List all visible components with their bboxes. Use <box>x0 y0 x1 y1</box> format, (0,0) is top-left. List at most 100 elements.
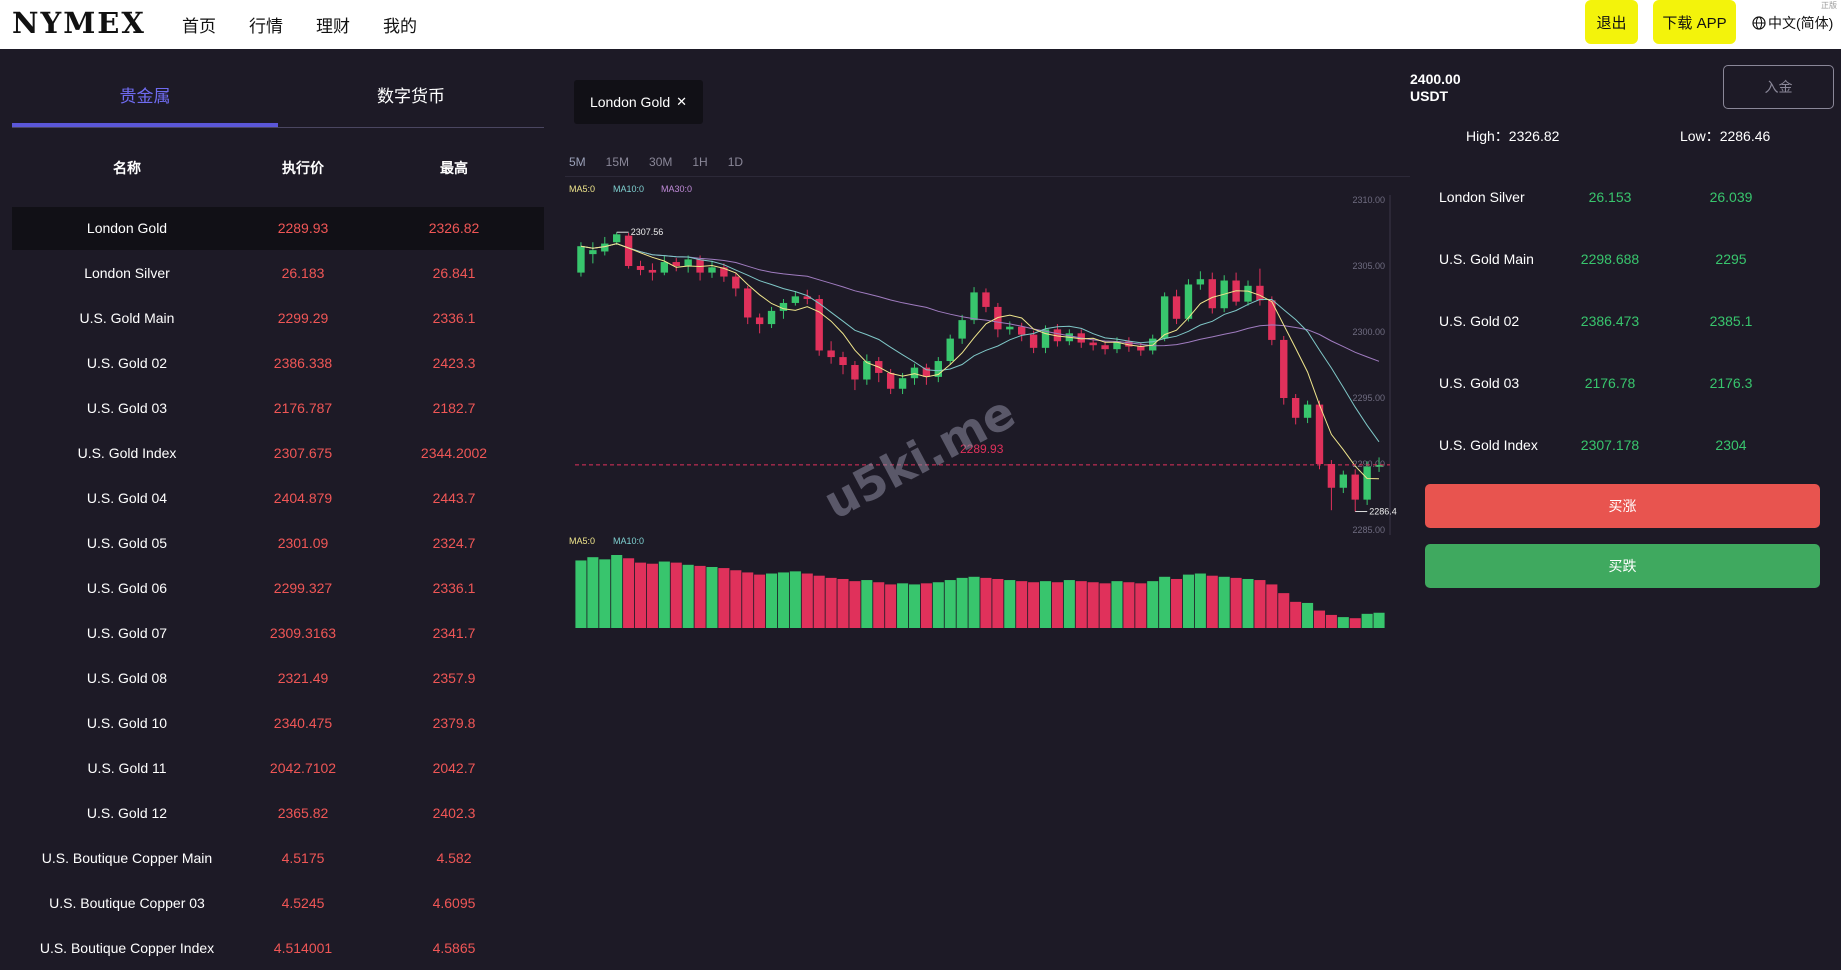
market-row[interactable]: U.S. Gold 05 2301.09 2324.7 <box>12 522 544 565</box>
related-row-value-b: 26.039 <box>1709 189 1753 205</box>
period-1h[interactable]: 1H <box>692 155 708 169</box>
market-row-price: 2289.93 <box>277 220 329 236</box>
market-row[interactable]: U.S. Gold 08 2321.49 2357.9 <box>12 657 544 700</box>
related-row[interactable]: U.S. Gold Main 2298.688 2295 <box>1425 240 1825 280</box>
volume-bar <box>1135 583 1147 628</box>
market-row-high: 2324.7 <box>432 535 476 551</box>
candle-body <box>1208 279 1216 309</box>
market-row[interactable]: U.S. Gold Index 2307.675 2344.2002 <box>12 432 544 475</box>
market-row[interactable]: U.S. Gold 04 2404.879 2443.7 <box>12 477 544 520</box>
language-selector[interactable]: 中文(简体) <box>1752 13 1833 33</box>
market-row-price: 2307.675 <box>273 445 333 461</box>
volume-bar <box>1218 576 1230 628</box>
symbol-tab-label: London Gold <box>589 94 671 110</box>
volume-bar <box>1361 613 1373 628</box>
market-row[interactable]: U.S. Boutique Copper Index 4.514001 4.5865 <box>12 927 544 970</box>
period-30m[interactable]: 30M <box>649 155 673 169</box>
volume-bar <box>611 555 623 628</box>
market-row-high: 2042.7 <box>432 760 476 776</box>
market-row[interactable]: U.S. Gold 10 2340.475 2379.8 <box>12 702 544 745</box>
related-row-value-a: 26.153 <box>1588 189 1632 205</box>
volume-bar <box>1373 612 1385 628</box>
volume-bar <box>777 572 789 628</box>
market-row-price: 26.183 <box>281 265 325 281</box>
candle-body <box>744 288 752 318</box>
current-price-label: 2289.93 <box>960 442 1004 456</box>
vol-ma10-label: MA10:0 <box>613 536 645 546</box>
volume-bar <box>1254 580 1266 628</box>
candle-body <box>1351 474 1359 500</box>
period-1d[interactable]: 1D <box>727 155 744 169</box>
volume-bar <box>992 578 1004 628</box>
volume-bar <box>1051 582 1063 628</box>
buy-up-button[interactable]: 买涨 <box>1425 484 1820 528</box>
market-row[interactable]: U.S. Gold 03 2176.787 2182.7 <box>12 387 544 430</box>
min-price-label: 2286.4 <box>1369 507 1397 517</box>
nav-home[interactable]: 首页 <box>182 17 216 36</box>
candle-body <box>1101 345 1109 350</box>
y-tick-label: 2305.00 <box>1352 261 1385 271</box>
y-tick-label: 2295.00 <box>1352 393 1385 403</box>
kline-chart[interactable]: 2310.00 2305.00 2300.00 2295.00 2290.00 2285.… <box>565 180 1410 640</box>
chart-top-divider <box>565 176 1410 177</box>
market-row[interactable]: U.S. Boutique Copper 03 4.5245 4.6095 <box>12 882 544 925</box>
market-row-name: U.S. Boutique Copper Index <box>39 940 215 956</box>
candle-body <box>851 365 859 380</box>
tab-precious-metals[interactable]: 贵金属 <box>119 87 171 106</box>
volume-bar <box>885 584 897 628</box>
y-tick-label: 2290.00 <box>1352 459 1385 469</box>
volume-bar <box>932 582 944 628</box>
related-row-value-b: 2295 <box>1715 251 1747 267</box>
related-row[interactable]: U.S. Gold 02 2386.473 2385.1 <box>1425 302 1825 342</box>
candle-body <box>672 262 680 266</box>
candle-body <box>720 267 728 277</box>
related-row[interactable]: U.S. Gold 03 2176.78 2176.3 <box>1425 364 1825 404</box>
nav-finance[interactable]: 理财 <box>316 17 350 36</box>
globe-icon <box>1752 16 1766 30</box>
market-row-name: London Gold <box>86 220 168 236</box>
deposit-button[interactable]: 入金 <box>1723 65 1834 109</box>
market-row-price: 2404.879 <box>273 490 333 506</box>
candle-body <box>1089 342 1097 346</box>
market-row-name: U.S. Gold 05 <box>86 535 168 551</box>
candle-body <box>994 306 1002 330</box>
related-row-value-b: 2176.3 <box>1709 375 1753 391</box>
logout-button[interactable]: 退出 <box>1585 0 1638 44</box>
related-row[interactable]: U.S. Gold Index 2307.178 2304 <box>1425 426 1825 466</box>
nav-mine[interactable]: 我的 <box>383 17 417 36</box>
nymex-logo[interactable]: NYMEX <box>12 6 146 40</box>
market-row-high: 2341.7 <box>432 625 476 641</box>
market-row[interactable]: U.S. Gold 07 2309.3163 2341.7 <box>12 612 544 655</box>
market-row[interactable]: U.S. Boutique Copper Main 4.5175 4.582 <box>12 837 544 880</box>
period-5m[interactable]: 5M <box>569 155 586 169</box>
market-row[interactable]: U.S. Gold 11 2042.7102 2042.7 <box>12 747 544 790</box>
volume-bar <box>1349 618 1361 628</box>
candle-body <box>898 378 907 389</box>
market-row[interactable]: U.S. Gold Main 2299.29 2336.1 <box>12 297 544 340</box>
related-row[interactable]: London Silver 26.153 26.039 <box>1425 178 1825 218</box>
volume-bar <box>587 557 599 628</box>
period-15m[interactable]: 15M <box>605 155 630 169</box>
close-icon[interactable]: ✕ <box>676 94 688 109</box>
tab-digital-currency[interactable]: 数字货币 <box>377 87 445 106</box>
volume-bar <box>837 578 849 628</box>
market-row[interactable]: London Silver 26.183 26.841 <box>12 252 544 295</box>
symbol-tab[interactable]: London Gold ✕ <box>574 80 703 124</box>
column-high: 最高 <box>440 160 468 176</box>
market-row[interactable]: U.S. Gold 12 2365.82 2402.3 <box>12 792 544 835</box>
candle-body <box>1315 404 1324 464</box>
volume-bar <box>1206 575 1218 628</box>
market-row-high: 26.841 <box>432 265 476 281</box>
volume-bar <box>813 575 825 628</box>
buy-down-button[interactable]: 买跌 <box>1425 544 1820 588</box>
category-tabs: 贵金属 数字货币 <box>12 49 544 128</box>
market-row-price: 2301.09 <box>277 535 329 551</box>
candle-body <box>1244 285 1252 302</box>
market-row[interactable]: U.S. Gold 06 2299.327 2336.1 <box>12 567 544 610</box>
download-app-button[interactable]: 下载 APP <box>1653 0 1736 44</box>
market-row[interactable]: London Gold 2289.93 2326.82 <box>12 207 544 250</box>
balance: 2400.00 USDT <box>1410 71 1461 105</box>
nav-market[interactable]: 行情 <box>249 17 283 36</box>
market-row[interactable]: U.S. Gold 02 2386.338 2423.3 <box>12 342 544 385</box>
volume-bar <box>634 562 647 628</box>
